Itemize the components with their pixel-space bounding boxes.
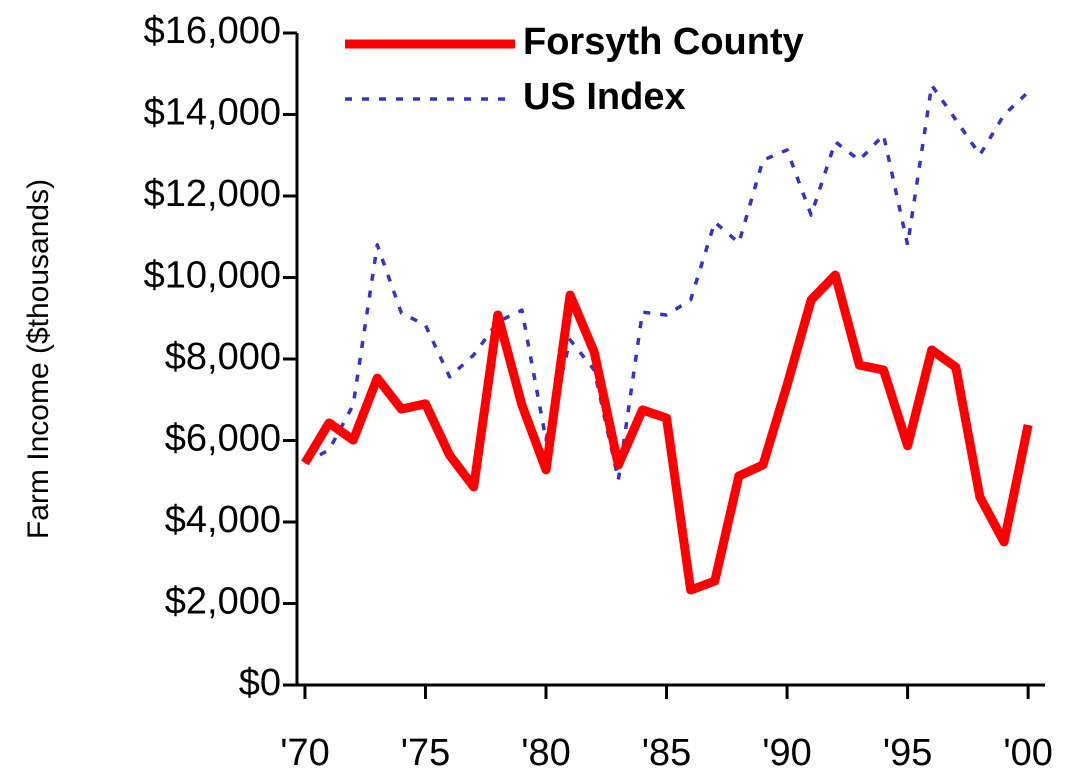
legend-label: US Index — [523, 76, 686, 118]
y-tick-label: $10,000 — [144, 255, 281, 297]
x-tick-label: '00 — [1003, 732, 1053, 774]
series-line — [301, 270, 1033, 595]
x-tick-label: '95 — [883, 732, 933, 774]
y-tick-label: $16,000 — [144, 10, 281, 52]
x-tick-label: '80 — [521, 732, 571, 774]
x-tick-label: '70 — [280, 732, 330, 774]
y-tick-label: $14,000 — [144, 92, 281, 134]
x-tick-label: '90 — [762, 732, 812, 774]
y-axis-label: Farm Income ($thousands) — [22, 179, 55, 539]
y-tick-label: $8,000 — [165, 336, 281, 378]
x-tick-label: '75 — [401, 732, 451, 774]
y-tick-label: $12,000 — [144, 173, 281, 215]
x-tick-label: '85 — [642, 732, 692, 774]
legend-label: Forsyth County — [523, 21, 804, 63]
y-tick-label: $2,000 — [165, 581, 281, 623]
y-tick-label: $4,000 — [165, 499, 281, 541]
series-line — [304, 83, 1030, 482]
y-tick-label: $0 — [239, 662, 281, 704]
y-tick-label: $6,000 — [165, 418, 281, 460]
